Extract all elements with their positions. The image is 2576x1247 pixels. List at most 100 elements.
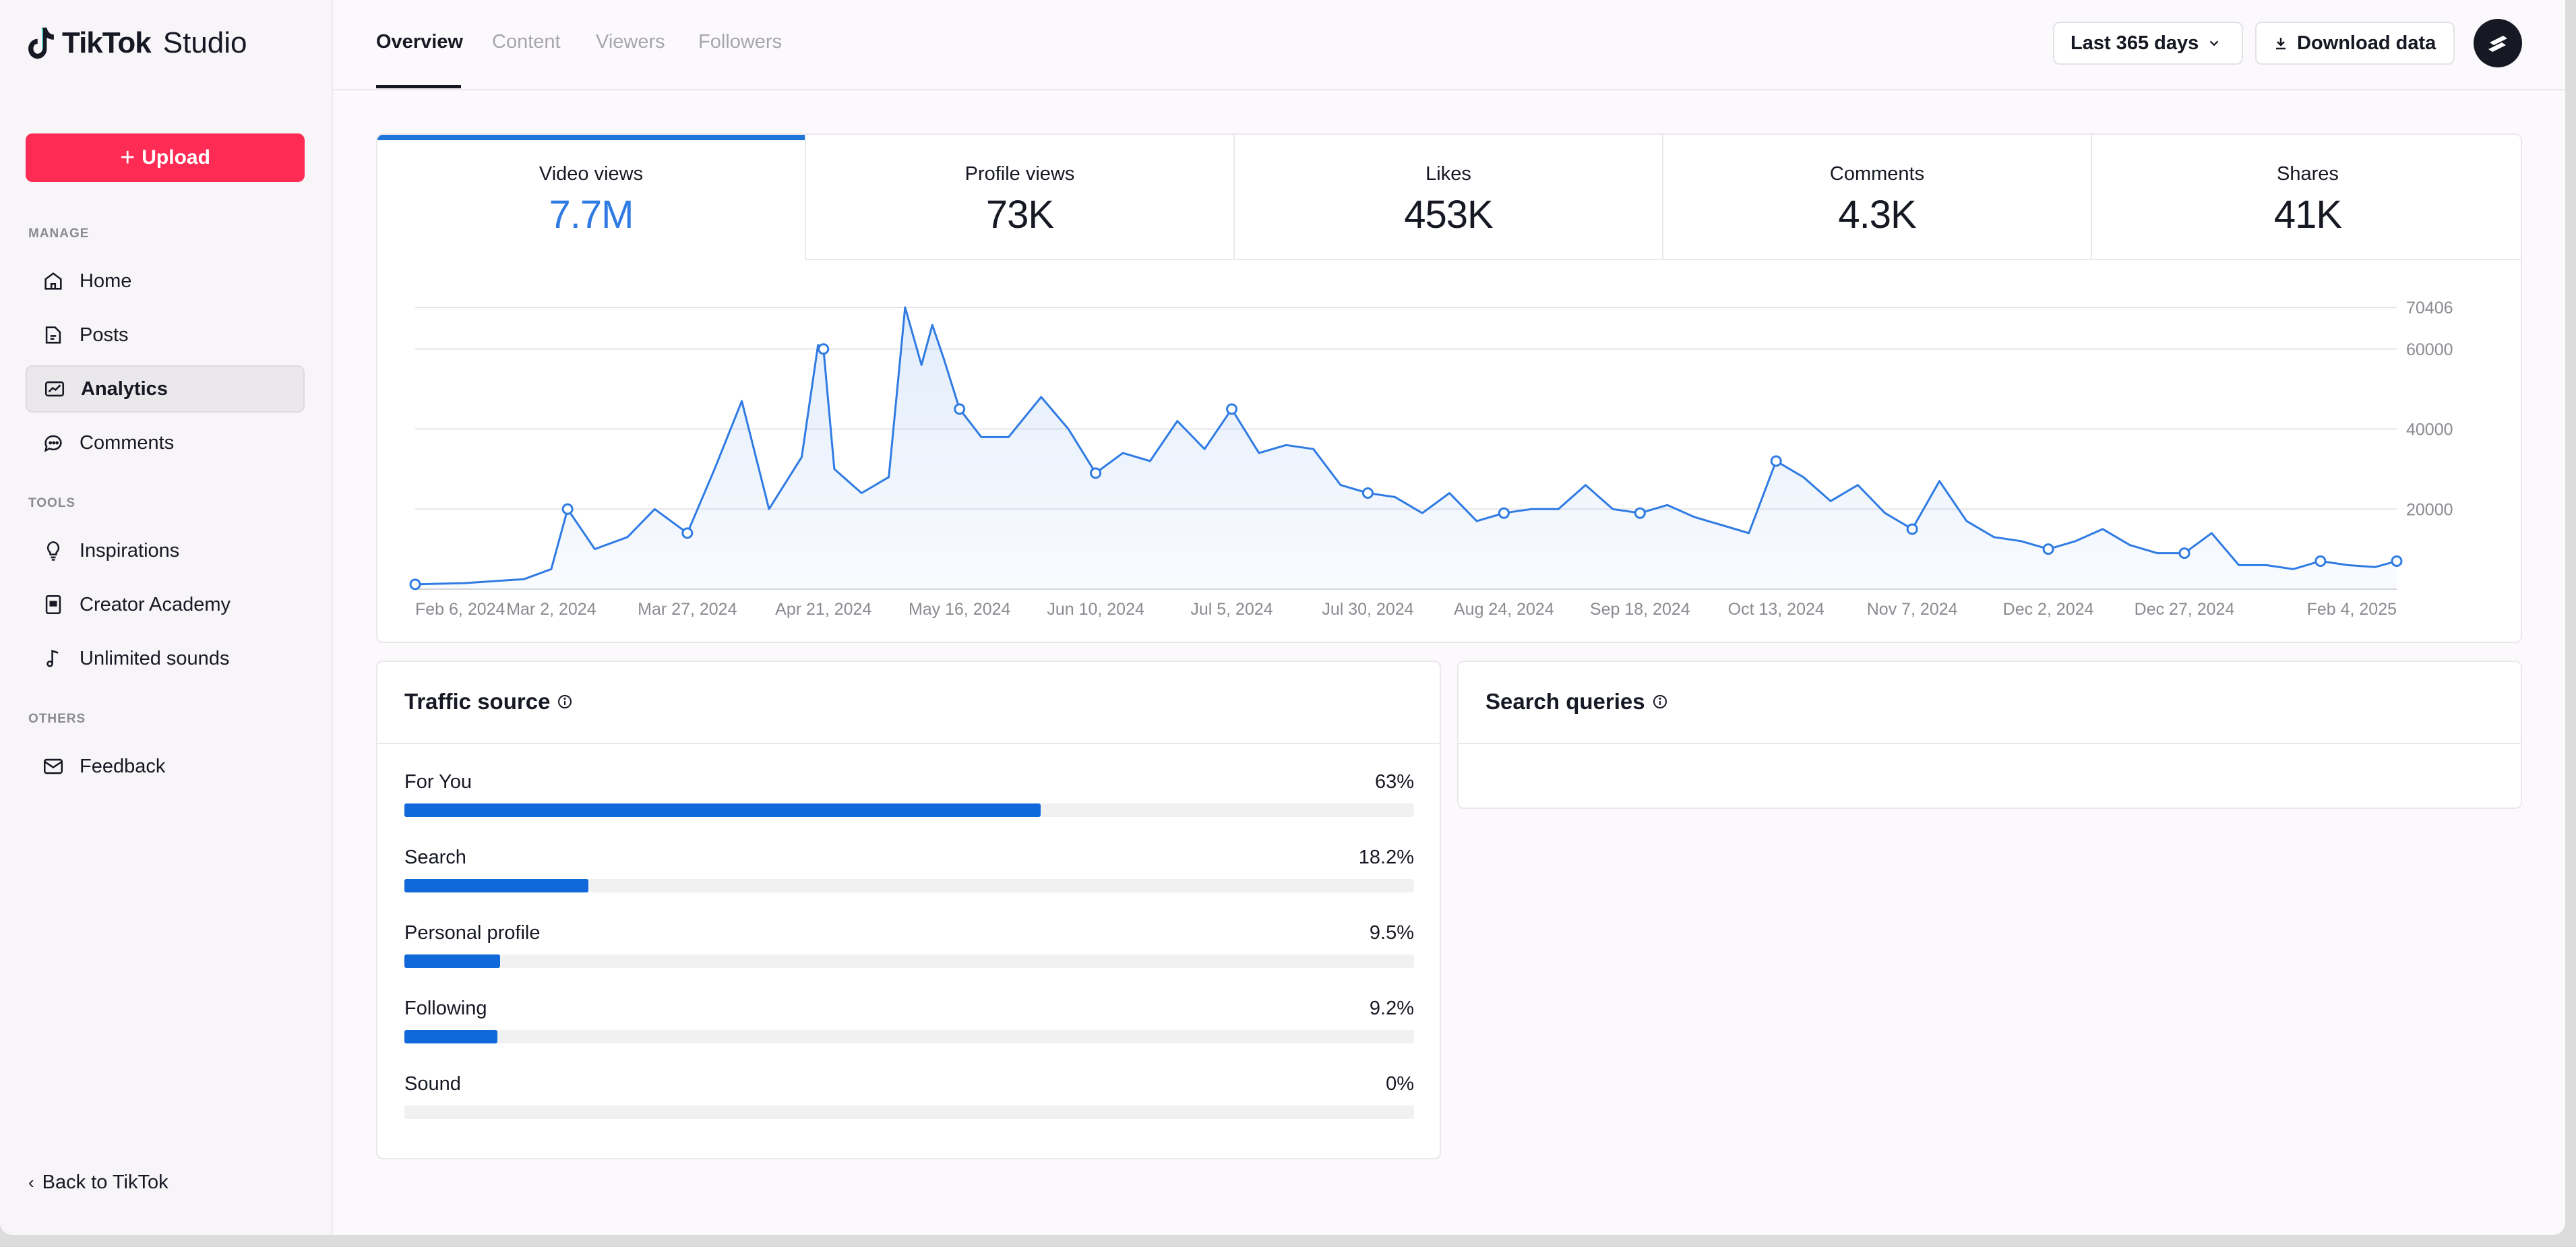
mail-icon xyxy=(43,758,63,774)
sidebar-item-inspirations[interactable]: Inspirations xyxy=(26,527,305,574)
date-range-dropdown[interactable]: Last 365 days xyxy=(2053,22,2243,65)
traffic-row-following: Following 9.2% xyxy=(404,998,1414,1052)
metric-tab-video-views[interactable]: Video views 7.7M xyxy=(377,135,806,260)
x-tick-label: Dec 2, 2024 xyxy=(2003,600,2094,619)
sidebar: TikTok Studio + Upload MANAGE Home Posts … xyxy=(0,0,333,1235)
traffic-source-title: Traffic source xyxy=(404,689,573,714)
section-label-tools: TOOLS xyxy=(28,496,76,510)
back-to-tiktok-link[interactable]: ‹ Back to TikTok xyxy=(28,1172,168,1194)
metric-tab-likes[interactable]: Likes 453K xyxy=(1235,135,1663,260)
divider xyxy=(1459,743,2521,744)
download-data-button[interactable]: Download data xyxy=(2255,22,2455,65)
metric-value: 41K xyxy=(2273,193,2342,237)
comments-icon xyxy=(44,435,62,452)
series-area xyxy=(415,307,2397,589)
traffic-source-name: For You xyxy=(404,771,472,793)
traffic-source-percent: 0% xyxy=(1386,1073,1414,1095)
search-queries-title: Search queries xyxy=(1485,689,1668,714)
data-point-marker xyxy=(2178,547,2190,559)
tab-overview[interactable]: Overview xyxy=(376,31,463,53)
metric-value: 4.3K xyxy=(1838,193,1916,237)
posts-icon xyxy=(45,326,61,344)
data-point-marker xyxy=(561,503,574,515)
traffic-source-name: Following xyxy=(404,998,487,1019)
overview-stats-card: Video views 7.7M Profile views 73K Likes… xyxy=(376,133,2522,643)
sidebar-item-posts[interactable]: Posts xyxy=(26,311,305,359)
lightbulb-icon xyxy=(47,541,60,561)
video-views-chart[interactable]: 20000 40000 60000 70406 Feb 6, 2024 Mar 2, 20… xyxy=(377,260,2521,642)
sidebar-item-label: Home xyxy=(80,270,132,292)
plus-icon: + xyxy=(120,144,135,172)
x-tick-label: Nov 7, 2024 xyxy=(1867,600,1958,619)
traffic-row-sound: Sound 0% xyxy=(404,1073,1414,1127)
upload-button[interactable]: + Upload xyxy=(26,133,305,182)
progress-track xyxy=(404,879,1414,892)
upload-label: Upload xyxy=(142,146,210,169)
sidebar-item-label: Creator Academy xyxy=(80,593,231,615)
product-name: Studio xyxy=(162,26,247,59)
sidebar-item-label: Comments xyxy=(80,431,175,454)
info-icon[interactable] xyxy=(1652,694,1668,710)
sidebar-item-feedback[interactable]: Feedback xyxy=(26,743,305,790)
analytics-icon xyxy=(44,381,65,397)
progress-fill xyxy=(404,803,1041,817)
progress-fill xyxy=(404,954,501,968)
progress-fill xyxy=(404,879,588,892)
metric-label: Video views xyxy=(539,163,644,185)
data-point-marker xyxy=(954,403,966,415)
x-tick-label: Oct 13, 2024 xyxy=(1728,600,1824,619)
x-tick-label: Aug 24, 2024 xyxy=(1454,600,1554,619)
sidebar-item-unlimited-sounds[interactable]: Unlimited sounds xyxy=(26,635,305,682)
tiktok-studio-logo[interactable]: TikTok Studio xyxy=(27,26,247,61)
data-point-marker xyxy=(818,343,830,355)
series-line xyxy=(415,306,2397,586)
tab-content[interactable]: Content xyxy=(492,31,561,53)
metric-value: 73K xyxy=(985,193,1054,237)
download-label: Download data xyxy=(2297,32,2436,54)
traffic-source-percent: 63% xyxy=(1374,771,1414,793)
x-tick-label: Sep 18, 2024 xyxy=(1590,600,1690,619)
metric-tab-profile-views[interactable]: Profile views 73K xyxy=(806,135,1235,260)
tab-viewers[interactable]: Viewers xyxy=(596,31,665,53)
back-label: Back to TikTok xyxy=(42,1172,168,1193)
data-point-marker xyxy=(1226,403,1238,415)
data-point-marker xyxy=(1361,487,1374,499)
tab-followers[interactable]: Followers xyxy=(698,31,783,53)
sidebar-item-creator-academy[interactable]: Creator Academy xyxy=(26,581,305,628)
active-tab-indicator xyxy=(376,85,461,88)
traffic-source-percent: 9.2% xyxy=(1369,998,1414,1019)
data-point-marker xyxy=(1906,523,1918,535)
sidebar-item-analytics[interactable]: Analytics xyxy=(26,365,305,413)
metric-label: Likes xyxy=(1425,163,1471,185)
sidebar-item-comments[interactable]: Comments xyxy=(26,419,305,466)
download-icon xyxy=(2276,38,2286,50)
sidebar-item-home[interactable]: Home xyxy=(26,257,305,305)
info-icon[interactable] xyxy=(557,694,573,710)
progress-track xyxy=(404,1030,1414,1043)
metric-label: Comments xyxy=(1829,163,1925,185)
data-point-marker xyxy=(2314,555,2327,567)
metric-tab-shares[interactable]: Shares 41K xyxy=(2092,135,2521,260)
x-tick-label: Feb 4, 2025 xyxy=(2307,600,2397,619)
sidebar-item-label: Unlimited sounds xyxy=(80,647,230,669)
data-point-marker xyxy=(1634,507,1646,519)
chevron-down-icon xyxy=(2209,40,2219,47)
music-note-icon xyxy=(47,649,59,667)
metric-label: Shares xyxy=(2277,163,2339,185)
avatar[interactable] xyxy=(2474,19,2522,67)
sidebar-item-label: Feedback xyxy=(80,755,166,777)
top-bar: Overview Content Viewers Followers Last … xyxy=(333,0,2565,90)
metric-value: 453K xyxy=(1404,193,1493,237)
metric-tab-comments[interactable]: Comments 4.3K xyxy=(1663,135,2092,260)
traffic-source-name: Search xyxy=(404,847,466,868)
progress-track xyxy=(404,954,1414,968)
divider xyxy=(377,743,1440,744)
avatar-logo-icon xyxy=(2488,36,2507,52)
x-tick-label: Jul 30, 2024 xyxy=(1322,600,1413,619)
traffic-source-percent: 18.2% xyxy=(1358,847,1414,868)
x-tick-label: Dec 27, 2024 xyxy=(2135,600,2235,619)
y-tick-label: 40000 xyxy=(2406,421,2453,439)
metric-value: 7.7M xyxy=(549,193,634,237)
section-label-others: OTHERS xyxy=(28,712,86,726)
sidebar-item-label: Inspirations xyxy=(80,539,180,561)
